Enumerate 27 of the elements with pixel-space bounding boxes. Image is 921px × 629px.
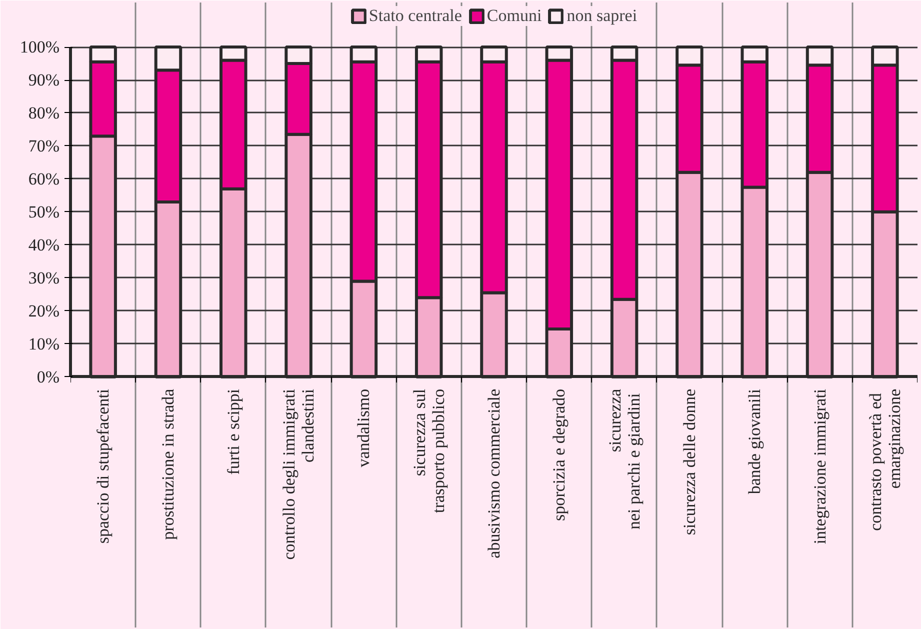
y-tick-label: 20%	[28, 301, 60, 320]
y-tick-label: 70%	[28, 136, 60, 156]
y-tick-label: 10%	[28, 334, 60, 354]
y-tick-label: 50%	[28, 202, 60, 222]
x-tick-label: sicurezza delle donne	[680, 388, 699, 536]
x-tick-label: spaccio di stupefacenti	[94, 388, 113, 544]
x-tick-label: contrasto povertà ed emarginazione	[866, 388, 904, 531]
x-tick-label: sicurezza sul trasporto pubblico	[410, 388, 448, 514]
y-tick-label: 60%	[28, 169, 60, 188]
x-tick-label: sicurezza nei parchi e giardini	[605, 388, 644, 530]
x-tick-label: integrazione immigrati	[810, 388, 830, 544]
x-tick-label: controllo degli immigrati clandestini	[280, 388, 318, 560]
y-tick-label: 80%	[28, 103, 60, 122]
y-tick-label: 0%	[36, 367, 60, 386]
legend-label: Comuni	[486, 6, 542, 26]
y-tick-label: 100%	[20, 38, 60, 57]
legend-label: Stato centrale	[368, 6, 462, 26]
legend-label: non saprei	[566, 6, 638, 26]
x-tick-label: furti e scippi	[224, 388, 243, 475]
x-tick-label: abusivismo commerciale	[484, 388, 504, 558]
x-tick-label: vandalismo	[354, 388, 374, 468]
x-tick-label: sporcizia e degrado	[550, 388, 569, 521]
x-tick-label: prostituzione in strada	[158, 388, 178, 540]
y-tick-label: 30%	[28, 268, 60, 288]
y-tick-label: 40%	[28, 235, 60, 254]
x-tick-label: bande giovanili	[745, 388, 764, 494]
y-tick-label: 90%	[28, 70, 60, 90]
